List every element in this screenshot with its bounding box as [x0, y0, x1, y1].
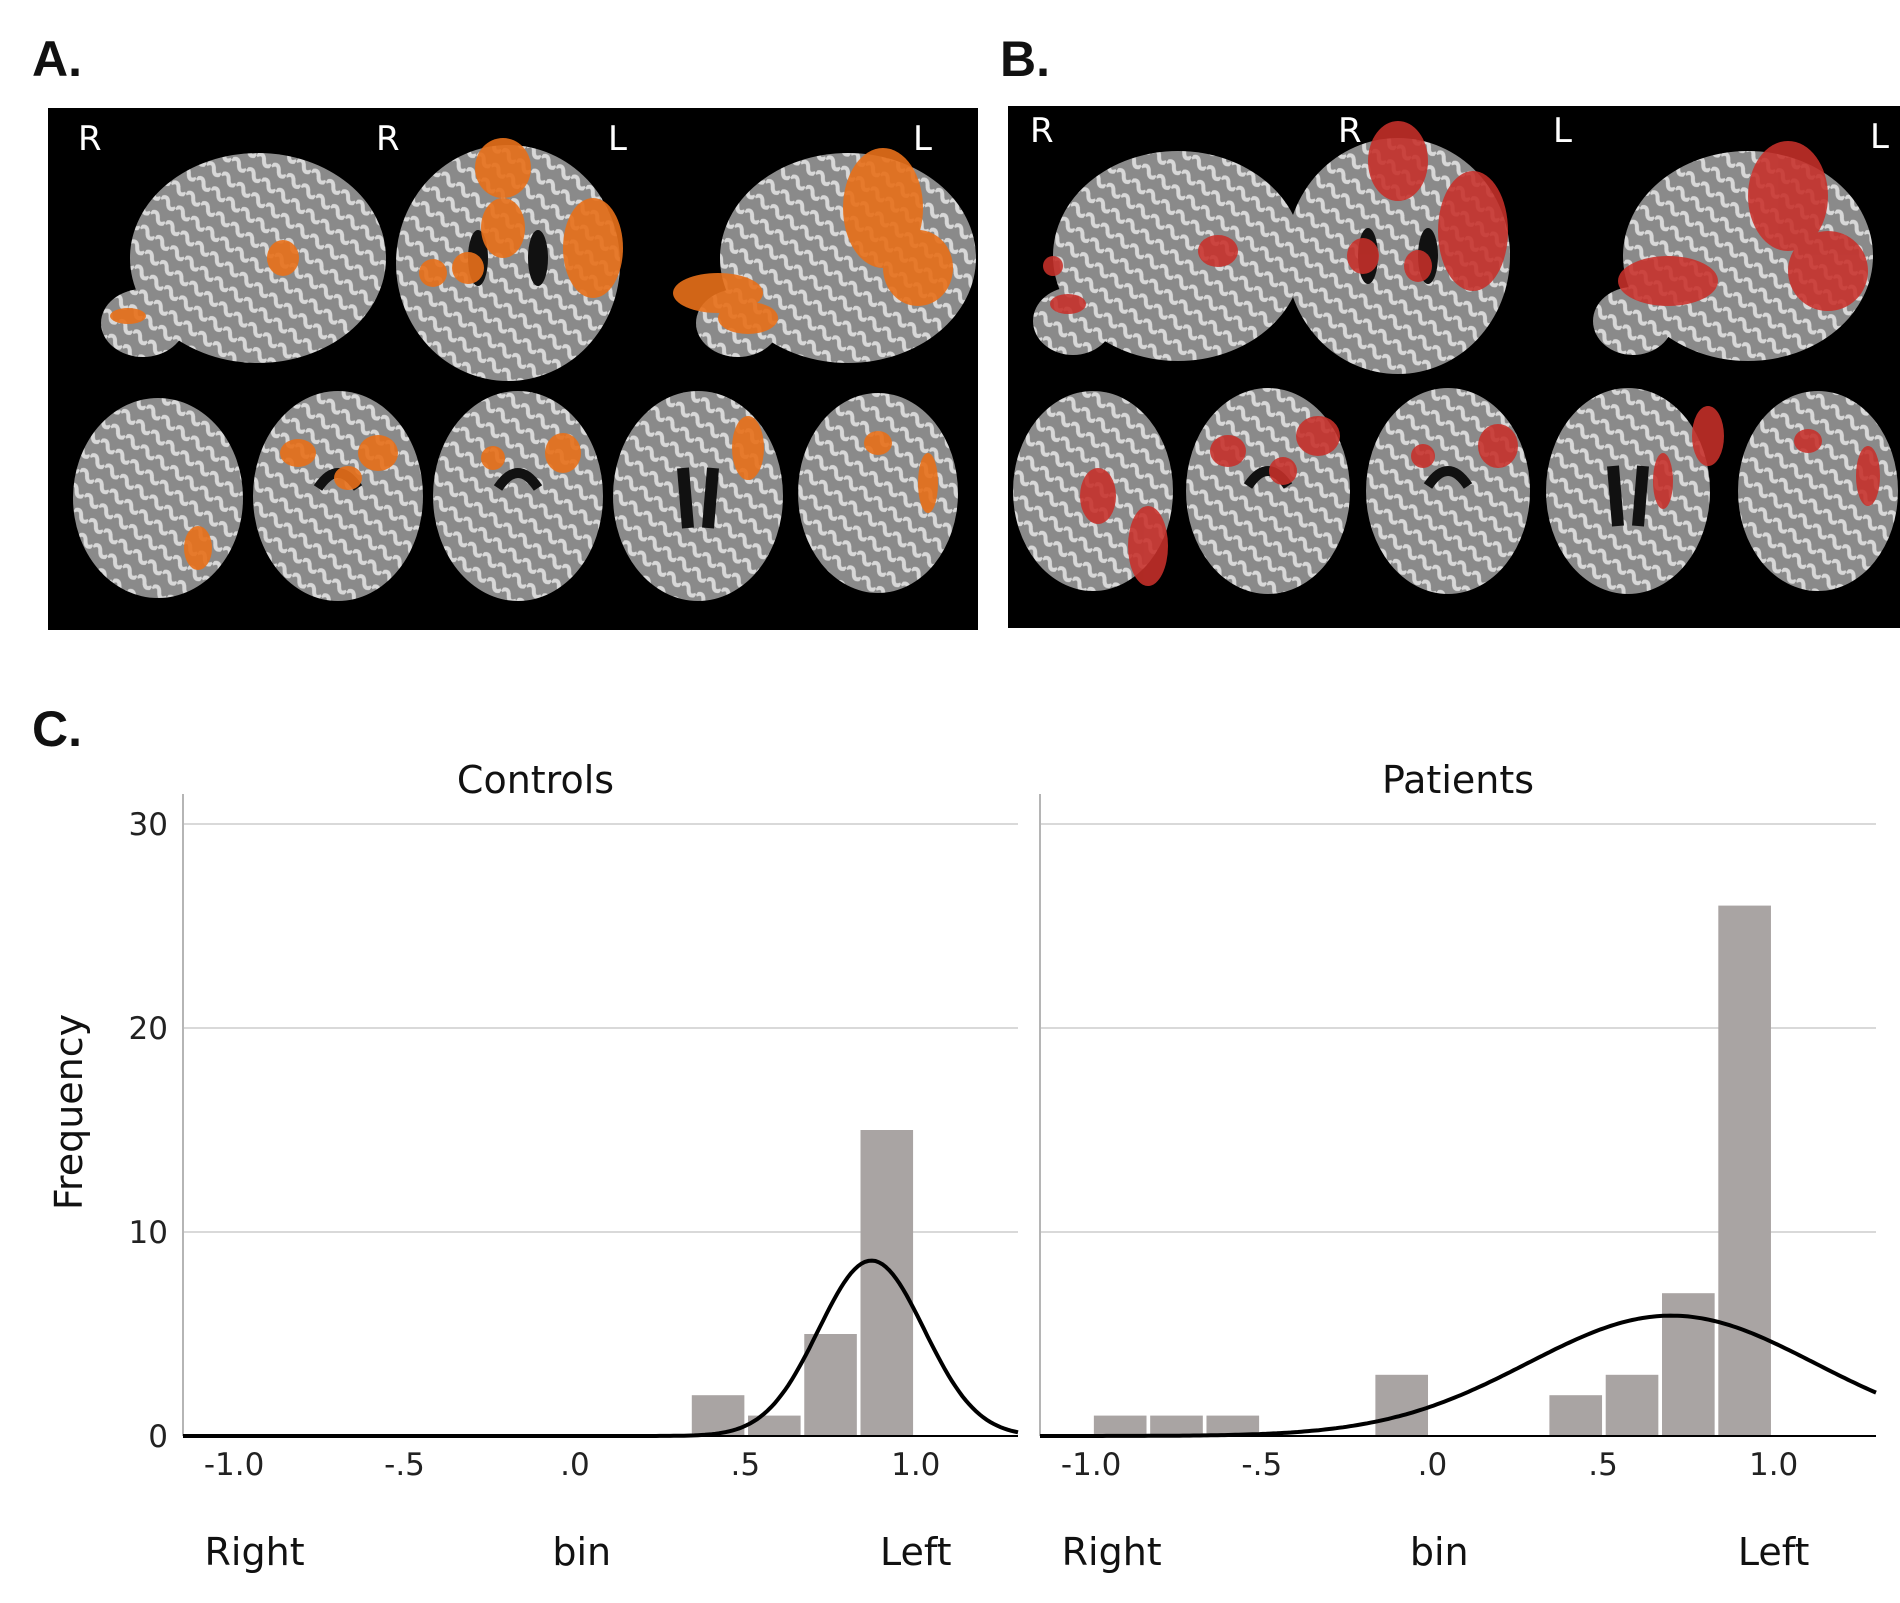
y-tick-label: 10	[129, 1215, 168, 1251]
x-annotation-bin: bin	[552, 1530, 611, 1574]
histogram-chart: Frequency 0 10 20 30 -1.0 -.5 .0 .5 1.0 Controls R…	[47, 758, 1877, 1574]
panel-a-label: A.	[32, 31, 82, 87]
histogram-bar	[1206, 1415, 1260, 1436]
histogram-bar	[804, 1334, 857, 1436]
x-tick-label: -1.0	[204, 1447, 265, 1483]
x-tick-label: 1.0	[1749, 1447, 1798, 1483]
y-tick-label: 0	[148, 1419, 168, 1455]
brain-montage-patients: R R L L	[1008, 106, 1900, 628]
orient-label-b4: L	[1870, 117, 1889, 157]
activation-overlay-patients	[1043, 121, 1880, 586]
sagittal-slice-right	[1033, 151, 1303, 361]
x-annotation-bin: bin	[1410, 1530, 1469, 1574]
y-tick-label: 20	[129, 1011, 168, 1047]
x-tick-label: .0	[1418, 1447, 1448, 1483]
histogram-bar	[1150, 1415, 1203, 1436]
orient-label-b1: R	[1030, 111, 1054, 151]
orient-label-a4: L	[913, 119, 932, 159]
brain-montage-controls: R R L L	[48, 108, 978, 630]
histogram-bar	[1605, 1374, 1659, 1436]
orient-label-a2: R	[376, 119, 400, 159]
x-tick-label: -.5	[1241, 1447, 1282, 1483]
x-tick-label: -.5	[384, 1447, 425, 1483]
histogram-bar	[860, 1130, 914, 1436]
facet-controls: 0 10 20 30 -1.0 -.5 .0 .5 1.0 Controls Right bin Lef…	[129, 758, 1019, 1574]
orient-label-b3: L	[1553, 111, 1572, 151]
facet-patients: -1.0 -.5 .0 .5 1.0 Patients Right bin Left	[1039, 758, 1877, 1574]
x-tick-label: .5	[731, 1447, 761, 1483]
x-annotation-left: Left	[880, 1530, 952, 1574]
panel-b-label: B.	[1000, 31, 1050, 87]
activation-overlay-controls	[110, 138, 953, 570]
x-annotation-right: Right	[205, 1530, 305, 1574]
y-tick-label: 30	[129, 807, 168, 843]
x-annotation-right: Right	[1062, 1530, 1162, 1574]
panel-c-label: C.	[32, 701, 82, 757]
axial-slices	[73, 391, 958, 601]
orient-label-a1: R	[78, 119, 102, 159]
histogram-bar	[1093, 1415, 1147, 1436]
y-axis-title: Frequency	[47, 1014, 91, 1210]
x-tick-label: .0	[560, 1447, 590, 1483]
facet-title: Controls	[457, 758, 614, 802]
facet-title: Patients	[1382, 758, 1534, 802]
histogram-bar	[1375, 1374, 1429, 1436]
histogram-bar	[1549, 1395, 1603, 1436]
x-tick-label: 1.0	[891, 1447, 940, 1483]
orient-label-a3: L	[608, 119, 627, 159]
brain-slices-patients: R R L L	[1013, 111, 1898, 594]
sagittal-slice-right	[101, 153, 386, 363]
x-tick-label: .5	[1588, 1447, 1618, 1483]
x-annotation-left: Left	[1738, 1530, 1810, 1574]
brain-slices-controls: R R L L	[73, 119, 976, 601]
x-tick-label: -1.0	[1061, 1447, 1122, 1483]
orient-label-b2: R	[1338, 111, 1362, 151]
histogram-bar	[1718, 905, 1771, 1436]
histogram-bar	[748, 1415, 801, 1436]
